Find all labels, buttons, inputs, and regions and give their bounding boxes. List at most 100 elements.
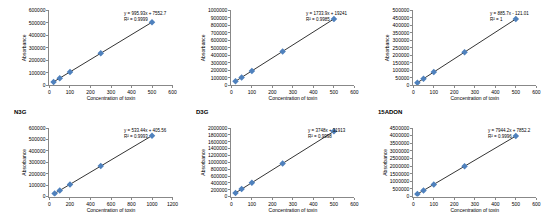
svg-text:600000: 600000	[211, 37, 228, 43]
svg-text:1000: 1000	[146, 201, 157, 207]
svg-text:y = 1733.9x + 19241R² = 0.9985: y = 1733.9x + 19241R² = 0.9985	[306, 11, 348, 22]
svg-text:200: 200	[450, 89, 459, 95]
svg-text:100000: 100000	[393, 67, 410, 73]
svg-text:600: 600	[350, 89, 359, 95]
svg-text:1000000: 1000000	[390, 178, 410, 184]
svg-text:400: 400	[491, 201, 500, 207]
svg-text:500: 500	[330, 201, 339, 207]
svg-text:400000: 400000	[211, 180, 228, 186]
svg-text:400000: 400000	[393, 22, 410, 28]
svg-text:100: 100	[430, 89, 439, 95]
svg-text:200000: 200000	[211, 67, 228, 73]
svg-text:Absorbance: Absorbance	[384, 34, 390, 61]
svg-text:500000: 500000	[393, 7, 410, 13]
svg-text:900000: 900000	[211, 15, 228, 21]
svg-text:200000: 200000	[211, 187, 228, 193]
svg-text:500000: 500000	[393, 186, 410, 192]
svg-text:y = 533.44x + 405.56R² = 0.999: y = 533.44x + 405.56R² = 0.9993	[124, 128, 167, 139]
svg-text:300000: 300000	[29, 45, 46, 51]
svg-text:100: 100	[66, 89, 75, 95]
svg-text:Absorbance: Absorbance	[200, 149, 206, 176]
svg-text:600000: 600000	[29, 125, 46, 131]
svg-text:Absorbance: Absorbance	[21, 149, 27, 176]
svg-text:y = 7944.2x + 7852.2R² = 0.999: y = 7944.2x + 7852.2R² = 0.9996	[488, 128, 531, 139]
svg-text:600000: 600000	[211, 173, 228, 179]
svg-text:300: 300	[471, 89, 480, 95]
svg-text:300: 300	[471, 201, 480, 207]
svg-text:150000: 150000	[393, 60, 410, 66]
svg-text:D3G: D3G	[196, 109, 209, 115]
svg-text:600: 600	[168, 89, 177, 95]
svg-text:200: 200	[86, 89, 95, 95]
svg-text:600: 600	[350, 201, 359, 207]
svg-text:1000000: 1000000	[208, 159, 228, 165]
svg-text:4500000: 4500000	[390, 125, 410, 131]
svg-text:500: 500	[512, 201, 521, 207]
svg-text:Concentration of toxin: Concentration of toxin	[269, 207, 318, 213]
svg-text:0: 0	[225, 82, 228, 88]
svg-text:300: 300	[289, 89, 298, 95]
svg-text:0: 0	[230, 89, 233, 95]
svg-text:1400000: 1400000	[208, 145, 228, 151]
svg-text:350000: 350000	[393, 30, 410, 36]
svg-text:0: 0	[406, 82, 409, 88]
svg-text:0: 0	[43, 82, 46, 88]
svg-text:400: 400	[127, 89, 136, 95]
svg-text:4000000: 4000000	[390, 132, 410, 138]
svg-text:800000: 800000	[211, 166, 228, 172]
svg-text:3000000: 3000000	[390, 148, 410, 154]
svg-text:100000: 100000	[29, 182, 46, 188]
svg-text:100: 100	[248, 89, 257, 95]
svg-text:400000: 400000	[29, 32, 46, 38]
svg-text:400: 400	[86, 201, 95, 207]
svg-text:y = 3748x + 31913R² = 0.9998: y = 3748x + 31913R² = 0.9998	[308, 128, 346, 139]
svg-text:1500000: 1500000	[390, 171, 410, 177]
svg-text:800: 800	[127, 201, 136, 207]
svg-text:2000000: 2000000	[390, 163, 410, 169]
svg-text:500000: 500000	[211, 45, 228, 51]
svg-text:Absorbance: Absorbance	[21, 34, 27, 61]
svg-text:y = 885.7x - 121.01R² = 1: y = 885.7x - 121.01R² = 1	[490, 11, 529, 22]
svg-text:Absorbance: Absorbance	[200, 34, 206, 61]
svg-text:300000: 300000	[211, 60, 228, 66]
svg-text:100000: 100000	[29, 70, 46, 76]
svg-text:Concentration of toxin: Concentration of toxin	[87, 95, 136, 101]
svg-text:200: 200	[66, 201, 75, 207]
svg-text:2500000: 2500000	[390, 155, 410, 161]
svg-text:300000: 300000	[393, 37, 410, 43]
svg-text:0: 0	[225, 193, 228, 199]
svg-text:0: 0	[48, 201, 51, 207]
svg-text:300: 300	[289, 201, 298, 207]
svg-text:y = 995.93x + 7552.7R² = 0.999: y = 995.93x + 7552.7R² = 0.9999	[124, 11, 167, 22]
svg-text:2000000: 2000000	[208, 125, 228, 131]
svg-text:100: 100	[430, 201, 439, 207]
svg-text:3500000: 3500000	[390, 140, 410, 146]
svg-text:250000: 250000	[393, 45, 410, 51]
svg-text:Concentration of toxin: Concentration of toxin	[269, 95, 318, 101]
svg-text:0: 0	[230, 201, 233, 207]
svg-text:600000: 600000	[29, 7, 46, 13]
svg-text:200000: 200000	[393, 52, 410, 58]
svg-text:400000: 400000	[211, 52, 228, 58]
svg-text:600: 600	[107, 201, 116, 207]
svg-text:500: 500	[512, 89, 521, 95]
svg-text:400: 400	[309, 89, 318, 95]
svg-text:300: 300	[107, 89, 116, 95]
svg-text:1800000: 1800000	[208, 132, 228, 138]
svg-text:Concentration of toxin: Concentration of toxin	[450, 95, 499, 101]
svg-text:N3G: N3G	[14, 109, 27, 115]
svg-text:300000: 300000	[29, 159, 46, 165]
svg-text:Concentration of toxin: Concentration of toxin	[450, 207, 499, 213]
svg-text:100: 100	[248, 201, 257, 207]
svg-text:1200: 1200	[167, 201, 178, 207]
svg-text:800000: 800000	[211, 22, 228, 28]
svg-text:400: 400	[491, 89, 500, 95]
svg-text:600: 600	[532, 201, 541, 207]
svg-text:0: 0	[406, 193, 409, 199]
svg-text:50000: 50000	[395, 75, 409, 81]
svg-text:200: 200	[268, 201, 277, 207]
svg-text:200: 200	[268, 89, 277, 95]
svg-text:200: 200	[450, 201, 459, 207]
svg-text:450000: 450000	[393, 15, 410, 21]
svg-text:Absorbance: Absorbance	[382, 149, 388, 176]
